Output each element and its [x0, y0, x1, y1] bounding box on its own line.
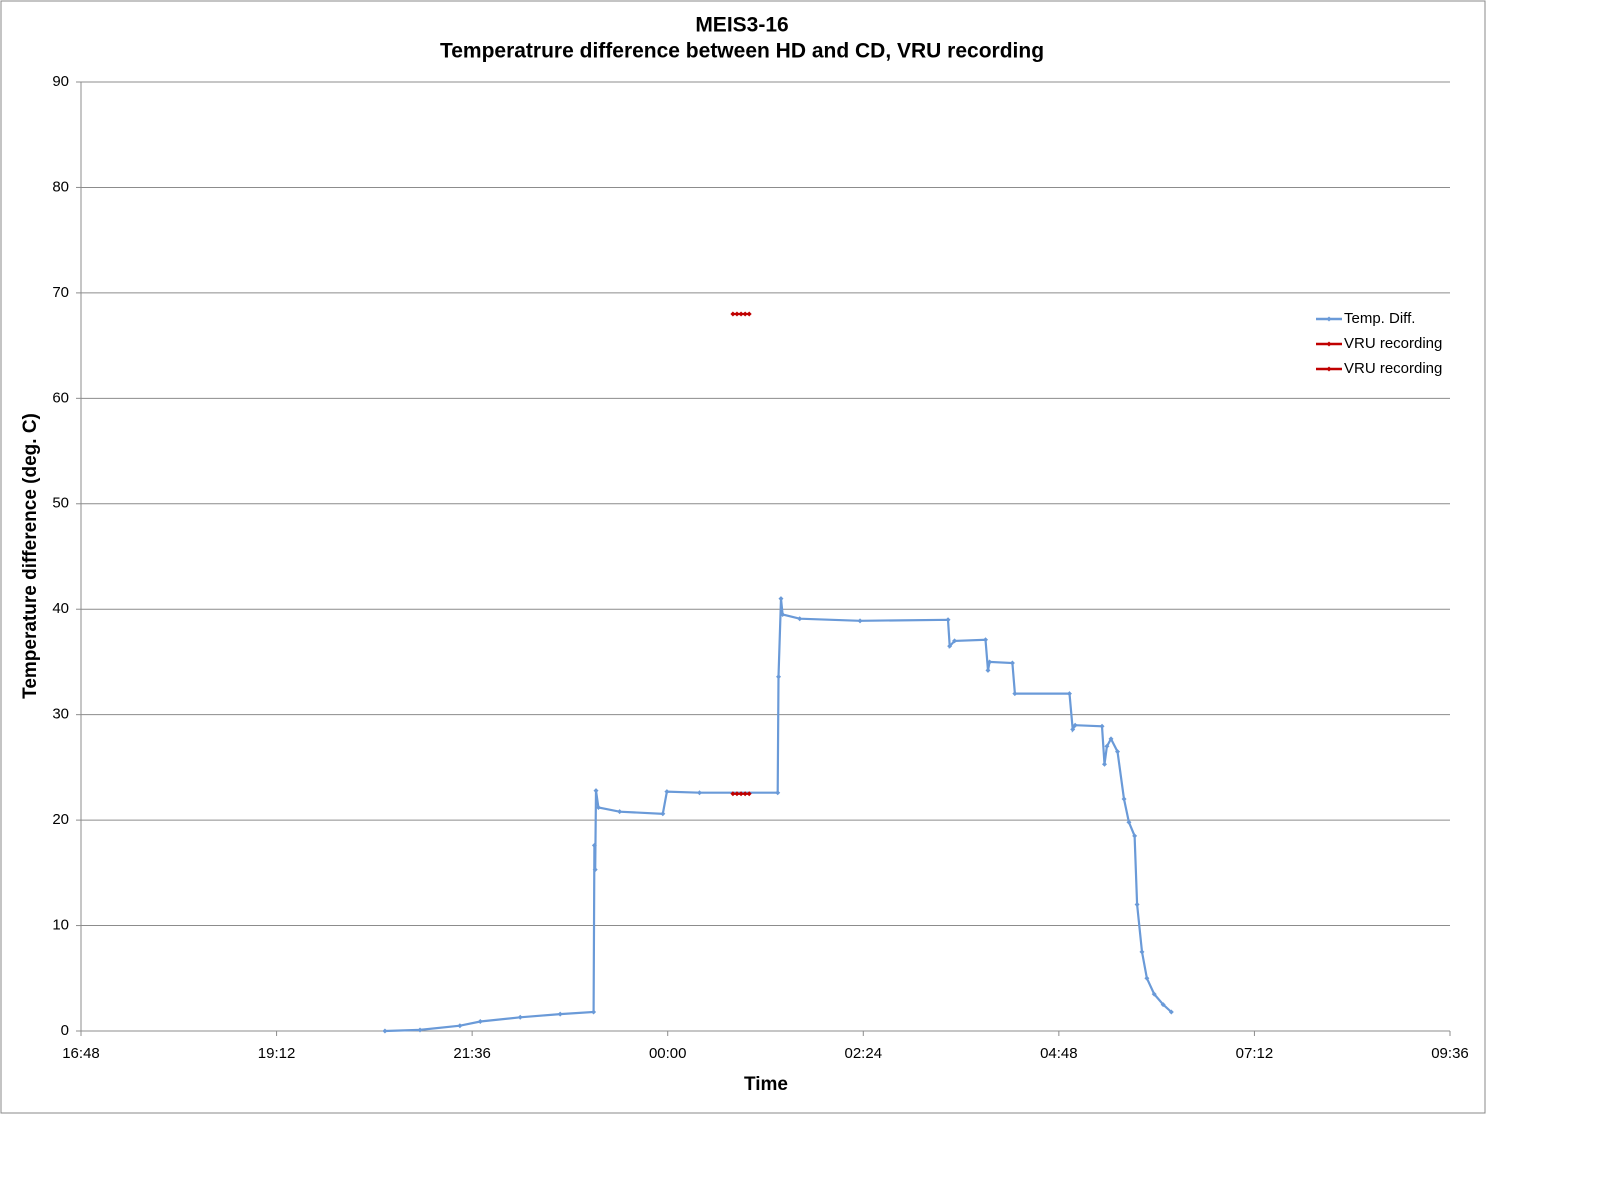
point	[595, 804, 601, 810]
point	[746, 311, 752, 317]
y-tick-label: 10	[52, 917, 69, 934]
point	[664, 789, 670, 795]
point	[746, 791, 752, 797]
y-tick-label: 50	[52, 495, 69, 512]
point	[857, 618, 863, 624]
point	[1160, 1002, 1166, 1008]
point	[1168, 1009, 1174, 1015]
y-axis-title: Temperature difference (deg. C)	[20, 413, 41, 699]
x-tick-label: 02:24	[845, 1045, 883, 1062]
point	[776, 674, 782, 680]
point	[591, 842, 597, 848]
legend-marker	[1326, 316, 1332, 322]
x-tick-label: 09:36	[1431, 1045, 1469, 1062]
chart-subtitle: Temperatrure difference between HD and C…	[440, 40, 1044, 63]
point	[738, 311, 744, 317]
y-tick-label: 90	[52, 73, 69, 90]
x-axis-title: Time	[744, 1074, 788, 1095]
point	[593, 788, 599, 794]
point	[797, 616, 803, 622]
point	[592, 867, 598, 873]
point	[1072, 722, 1078, 728]
point	[945, 617, 951, 623]
point	[730, 791, 736, 797]
point	[517, 1014, 523, 1020]
point	[591, 1009, 597, 1015]
point	[417, 1027, 423, 1033]
point	[1101, 761, 1107, 767]
x-tick-label: 16:48	[62, 1045, 100, 1062]
y-tick-label: 40	[52, 600, 69, 617]
point	[983, 637, 989, 643]
point	[1012, 691, 1018, 697]
point	[1099, 723, 1105, 729]
point	[617, 809, 623, 815]
point	[742, 311, 748, 317]
chart-title: MEIS3-16	[695, 14, 788, 37]
point	[947, 643, 953, 649]
point	[734, 311, 740, 317]
point	[457, 1023, 463, 1029]
point	[1151, 991, 1157, 997]
y-tick-label: 30	[52, 706, 69, 723]
point	[734, 791, 740, 797]
y-tick-label: 80	[52, 178, 69, 195]
point	[382, 1028, 388, 1034]
point	[1104, 743, 1110, 749]
point	[987, 659, 993, 665]
point	[660, 811, 666, 817]
point	[730, 311, 736, 317]
x-tick-label: 04:48	[1040, 1045, 1078, 1062]
legend-label: VRU recording	[1344, 335, 1442, 352]
point	[1066, 691, 1072, 697]
y-tick-label: 0	[61, 1022, 69, 1039]
point	[557, 1011, 563, 1017]
point	[1126, 819, 1132, 825]
point	[1134, 901, 1140, 907]
legend-label: VRU recording	[1344, 360, 1442, 377]
point	[775, 790, 781, 796]
point	[1009, 660, 1015, 666]
x-tick-label: 21:36	[453, 1045, 491, 1062]
series-line	[384, 598, 1173, 1033]
point	[1070, 726, 1076, 732]
point	[696, 790, 702, 796]
legend-marker	[1326, 366, 1332, 372]
point	[778, 596, 784, 602]
point	[738, 791, 744, 797]
x-tick-label: 19:12	[258, 1045, 296, 1062]
chart-frame	[0, 0, 1486, 1114]
point	[1132, 833, 1138, 839]
legend-label: Temp. Diff.	[1344, 310, 1415, 327]
point	[1144, 975, 1150, 981]
legend-marker	[1326, 341, 1332, 347]
point	[985, 667, 991, 673]
x-tick-label: 00:00	[649, 1045, 687, 1062]
point	[780, 611, 786, 617]
x-tick-label: 07:12	[1236, 1045, 1274, 1062]
point	[477, 1019, 483, 1025]
point	[742, 791, 748, 797]
point	[1115, 749, 1121, 755]
point	[952, 638, 958, 644]
y-tick-label: 20	[52, 811, 69, 828]
y-tick-label: 60	[52, 389, 69, 406]
point	[1121, 796, 1127, 802]
y-tick-label: 70	[52, 284, 69, 301]
point	[1108, 736, 1114, 742]
point	[1139, 949, 1145, 955]
